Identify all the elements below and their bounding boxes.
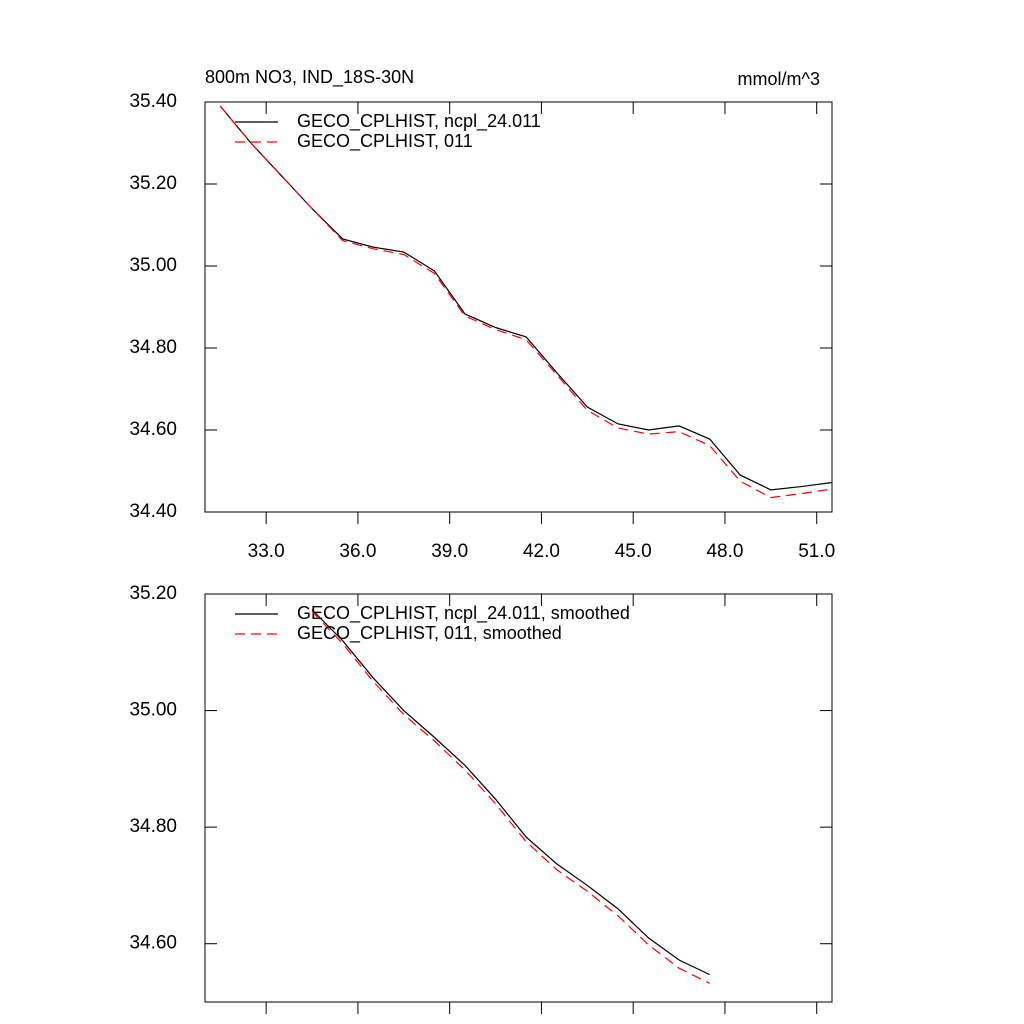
x-tick-label: 45.0: [615, 541, 652, 562]
plot-frame: [204, 101, 833, 513]
plot-frame: [204, 593, 833, 1003]
x-tick-label: 51.0: [798, 541, 835, 562]
y-tick-label: 35.20: [129, 173, 177, 194]
x-tick-label: 48.0: [706, 541, 743, 562]
y-tick-label: 34.80: [129, 816, 177, 837]
legend-label: GECO_CPLHIST, ncpl_24.011: [297, 111, 541, 132]
y-tick-label: 35.20: [129, 583, 177, 604]
data-line: [311, 609, 710, 976]
x-tick-label: 33.0: [248, 541, 285, 562]
data-line: [219, 105, 833, 499]
units-label: mmol/m^3: [738, 69, 820, 89]
y-tick-label: 35.40: [129, 91, 177, 112]
y-tick-label: 35.00: [129, 255, 177, 276]
data-line: [219, 105, 833, 491]
chart-title: 800m NO3, IND_18S-30N: [205, 67, 414, 88]
y-tick-label: 34.40: [129, 501, 177, 522]
data-line: [311, 611, 710, 984]
y-tick-label: 34.60: [129, 419, 177, 440]
x-tick-label: 39.0: [431, 541, 468, 562]
x-tick-label: 36.0: [339, 541, 376, 562]
y-tick-label: 34.60: [129, 933, 177, 954]
legend-label: GECO_CPLHIST, 011: [297, 131, 473, 152]
y-tick-label: 35.00: [129, 700, 177, 721]
legend-label: GECO_CPLHIST, ncpl_24.011, smoothed: [297, 603, 630, 624]
y-tick-label: 34.80: [129, 337, 177, 358]
legend-label: GECO_CPLHIST, 011, smoothed: [297, 623, 562, 644]
x-tick-label: 42.0: [523, 541, 560, 562]
